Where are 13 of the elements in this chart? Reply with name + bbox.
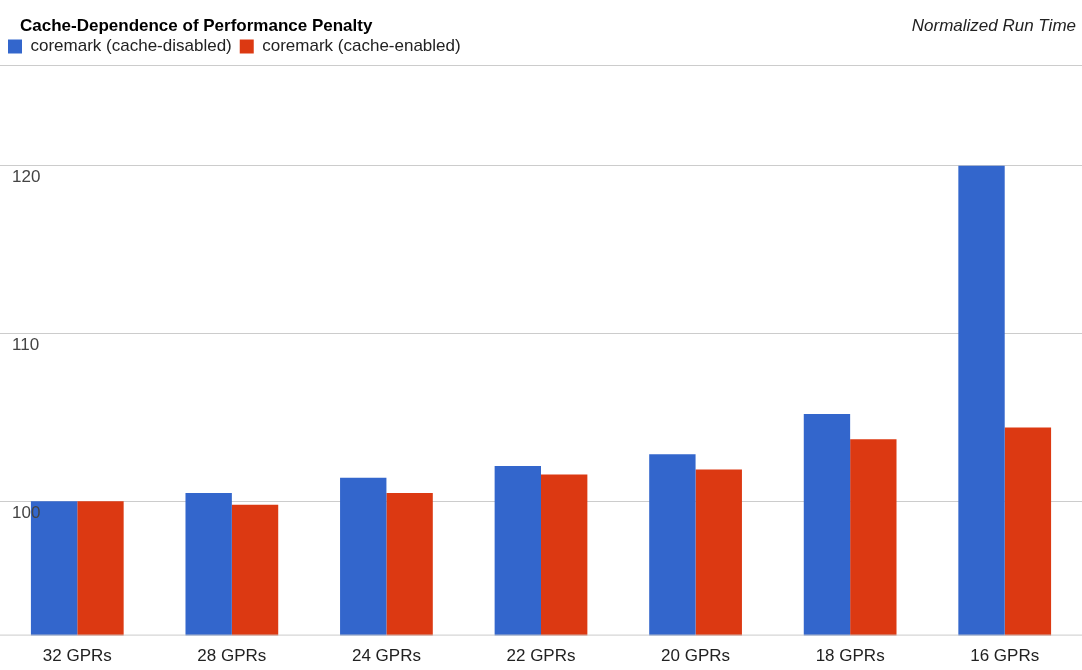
x-tick-label: 32 GPRs <box>42 646 112 666</box>
x-tick-label: 18 GPRs <box>815 646 885 666</box>
x-tick-label: 24 GPRs <box>351 646 421 666</box>
x-tick-label: 28 GPRs <box>197 646 267 666</box>
chart-title: Cache-Dependence of Performance Penalty <box>20 16 373 36</box>
y-tick-label: 120 <box>12 167 41 187</box>
y-tick-label: 110 <box>12 335 40 355</box>
legend-label: coremark (cache-disabled) <box>30 36 232 56</box>
x-tick-label: 22 GPRs <box>506 646 576 666</box>
x-tick-label: 16 GPRs <box>970 646 1040 666</box>
y-axis-title: Normalized Run Time <box>911 16 1076 36</box>
legend-label: coremark (cache-enabled) <box>262 36 461 56</box>
x-tick-label: 20 GPRs <box>661 646 731 666</box>
